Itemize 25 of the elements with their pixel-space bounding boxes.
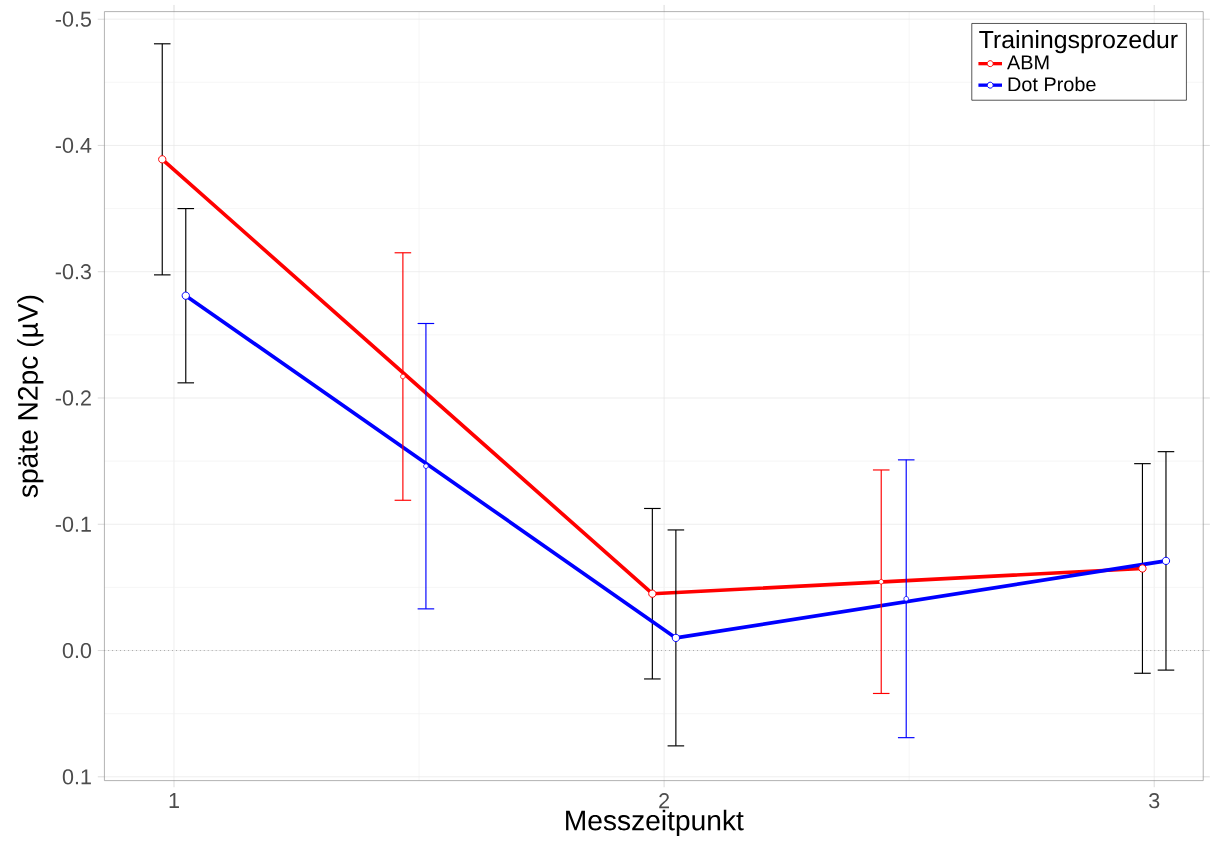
- y-tick-label: 0.1: [62, 769, 91, 785]
- x-axis-title: Messzeitpunkt: [566, 809, 744, 837]
- point: [158, 155, 167, 164]
- point: [1138, 564, 1147, 573]
- y-tick-label: -0.4: [55, 137, 92, 154]
- x-tick-label: 1: [169, 793, 179, 808]
- y-tick-label: -0.3: [55, 264, 91, 280]
- y-tick-label: -0.1: [55, 516, 91, 532]
- point: [400, 373, 406, 380]
- legend-label: ABM: [1007, 55, 1049, 70]
- x-tick-label: 2: [659, 793, 670, 809]
- point: [648, 589, 657, 598]
- point: [1161, 556, 1171, 566]
- y-tick-label: -0.5: [55, 11, 92, 27]
- legend-label: Dot Probe: [1008, 76, 1096, 92]
- x-tick-label: 3: [1149, 793, 1160, 809]
- y-axis-title: späte N2pc (µV): [17, 295, 44, 498]
- point: [671, 633, 681, 643]
- point: [878, 579, 884, 585]
- y-tick-label: -0.2: [55, 390, 91, 406]
- point: [181, 291, 190, 300]
- legend-title: Trainingsprozedur: [979, 30, 1178, 54]
- point: [903, 596, 909, 602]
- point: [423, 463, 429, 469]
- y-tick-label: 0.0: [62, 642, 92, 659]
